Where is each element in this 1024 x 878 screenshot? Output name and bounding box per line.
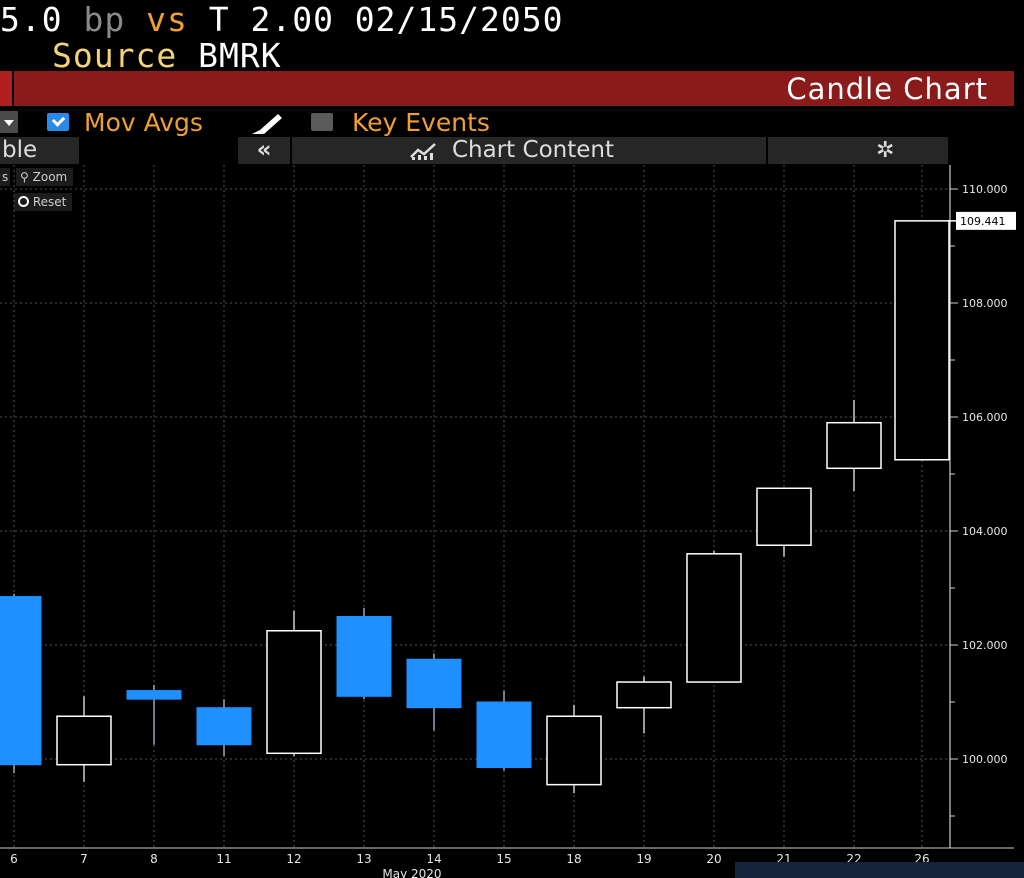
candle-body [826,421,882,470]
spread-unit: bp [83,0,126,39]
candle-chart[interactable]: 100.000 102.000 104.000 106.000 108.000 110.0… [0,165,1024,878]
reset-button[interactable]: Reset [14,193,73,211]
x-tick-label: 15 [496,852,511,866]
x-tick-label: 18 [566,852,581,866]
partial-control-label: s [2,170,9,184]
x-tick-label: 19 [636,852,651,866]
source-label: Source [52,36,178,75]
gear-icon: ✲ [876,138,895,163]
vs-label: vs [146,0,188,39]
candle-body [126,690,182,700]
candle-body [196,707,252,746]
key-events-checkbox[interactable] [311,113,333,131]
tab-table-label: ble [2,137,38,163]
key-events-label[interactable]: Key Events [352,108,490,137]
chart-type-title: Candle Chart [786,72,988,106]
double-chevron-left-icon: « [256,137,272,163]
x-tick-label: 11 [216,852,231,866]
y-tick-label: 100.000 [962,753,1008,766]
y-tick-label: 102.000 [962,639,1008,652]
y-tick-label: 108.000 [962,297,1008,310]
toolbar: Mov Avgs Key Events [0,108,1014,137]
tab-table[interactable]: ble [0,137,79,164]
pencil-icon[interactable] [246,110,284,134]
candle-body [894,220,950,461]
y-tick-label: 110.000 [962,183,1008,196]
candle-body [336,616,392,697]
collapse-button[interactable]: « [238,137,290,164]
candle-body [406,658,462,709]
candle-body [0,596,42,766]
reset-icon [18,196,29,207]
title-bar: Candle Chart [0,71,1014,106]
x-tick-label: 14 [426,852,441,866]
source-value: BMRK [198,36,282,75]
x-tick-label: 6 [10,852,18,866]
candle-body [756,487,812,546]
tab-chart-content[interactable]: Chart Content [292,137,766,164]
zoom-button[interactable]: ⚲ Zoom [16,168,74,186]
candle-body [546,715,602,786]
partial-control[interactable]: s [0,168,11,186]
chart-content-icon [410,143,436,160]
candle-body [56,715,112,766]
title-bar-left-cap[interactable] [0,71,14,106]
benchmark-name: T 2.00 02/15/2050 [208,0,564,39]
tab-row: ble « Chart Content ✲ [0,137,1014,164]
bottom-scroll-strip[interactable] [735,862,1024,878]
candle-body [476,701,532,769]
y-tick-label: 104.000 [962,525,1008,538]
x-tick-label: 7 [80,852,88,866]
mov-avgs-label[interactable]: Mov Avgs [84,108,203,137]
tab-chart-content-label: Chart Content [452,137,614,163]
last-value-label: 109.441 [960,215,1006,228]
magnifier-icon: ⚲ [20,170,29,184]
x-month-label: May 2020 [382,867,441,878]
y-tick-label: 106.000 [962,411,1008,424]
spread-value: 5.0 [0,0,63,39]
last-value-box [956,211,1016,230]
security-title: 5.0 bp vs T 2.00 02/15/2050 [0,0,564,39]
reset-label: Reset [32,195,67,209]
dropdown-arrow-icon[interactable] [0,111,18,133]
source-line: Source BMRK [52,36,282,75]
x-tick-label: 8 [150,852,158,866]
candle-body [266,630,322,755]
x-tick-label: 13 [356,852,371,866]
candle-body [616,681,672,709]
candle-body [686,553,742,683]
mov-avgs-checkbox[interactable] [47,113,69,131]
settings-button[interactable]: ✲ [768,137,948,164]
x-tick-label: 20 [706,852,721,866]
x-tick-label: 12 [286,852,301,866]
zoom-label: Zoom [32,170,68,184]
